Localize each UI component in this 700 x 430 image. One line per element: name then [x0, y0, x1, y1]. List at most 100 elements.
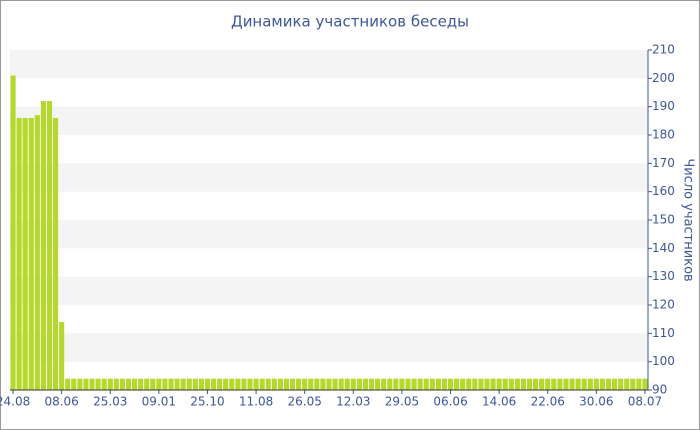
bar: [138, 378, 144, 390]
bar: [484, 378, 490, 390]
x-tick-label: 14.06: [482, 395, 516, 409]
bar: [320, 378, 326, 390]
bar: [302, 378, 308, 390]
y-tick-label: 90: [652, 383, 667, 397]
y-tick-label: 190: [652, 99, 675, 113]
bar: [642, 378, 648, 390]
bar: [381, 378, 387, 390]
bar: [551, 378, 557, 390]
bar: [496, 378, 502, 390]
bar: [125, 378, 132, 390]
bar: [259, 378, 265, 390]
y-tick-label: 200: [652, 71, 675, 85]
bar: [569, 378, 575, 390]
bar: [368, 378, 375, 390]
bar: [411, 378, 417, 390]
y-tick-label: 160: [652, 184, 675, 198]
bar: [405, 378, 411, 390]
y-tick-label: 180: [652, 128, 675, 142]
x-tick-label: 30.06: [579, 395, 613, 409]
bar: [472, 378, 478, 390]
bar: [508, 378, 514, 390]
bar: [217, 378, 223, 390]
bar: [46, 101, 53, 390]
bar: [59, 322, 65, 390]
bar: [283, 378, 290, 390]
bar: [581, 378, 587, 390]
bar: [350, 378, 356, 390]
grid-band: [10, 50, 648, 79]
bar: [399, 378, 405, 390]
bar: [28, 118, 34, 390]
bar: [454, 378, 460, 390]
bar: [526, 378, 533, 390]
bar: [71, 378, 77, 390]
bar: [289, 378, 296, 390]
bar: [40, 101, 46, 390]
bar: [119, 378, 125, 390]
bar: [34, 115, 40, 391]
bar: [162, 378, 168, 390]
bar: [101, 378, 107, 390]
bar: [375, 378, 381, 390]
bar: [636, 378, 642, 390]
bar: [533, 378, 539, 390]
bar: [180, 378, 186, 390]
bar: [539, 378, 545, 390]
grid-band: [10, 106, 648, 135]
y-tick-label: 210: [652, 43, 675, 57]
bar: [235, 378, 241, 390]
grid-band: [10, 163, 648, 192]
bar: [211, 378, 217, 390]
bar: [441, 378, 447, 390]
bar: [575, 378, 581, 390]
bar: [65, 378, 71, 390]
x-tick-label: 06.06: [433, 395, 467, 409]
bar: [587, 378, 593, 390]
bar: [460, 378, 466, 390]
grid-band: [10, 333, 648, 362]
bar: [490, 378, 496, 390]
bar: [192, 378, 198, 390]
bar: [624, 378, 630, 390]
bar: [417, 378, 423, 390]
x-tick-label: 24.08: [0, 395, 30, 409]
bar: [113, 378, 119, 390]
x-tick-label: 09.01: [142, 395, 176, 409]
x-tick-label: 25.10: [190, 395, 224, 409]
x-tick-label: 12.03: [336, 395, 370, 409]
bar: [466, 378, 472, 390]
bar: [605, 378, 612, 390]
bar: [393, 378, 399, 390]
y-axis-label: Число участников: [681, 158, 696, 281]
bar: [338, 378, 344, 390]
x-tick-label: 08.07: [628, 395, 662, 409]
grid-band: [10, 276, 648, 305]
bar: [174, 378, 180, 390]
x-tick-label: 25.03: [93, 395, 127, 409]
bar: [89, 378, 95, 390]
bar: [22, 118, 28, 390]
bar: [557, 378, 563, 390]
y-tick-label: 170: [652, 156, 675, 170]
bar: [95, 378, 101, 390]
bar: [229, 378, 235, 390]
bar: [253, 378, 259, 390]
y-tick-label: 120: [652, 298, 675, 312]
bar: [198, 378, 204, 390]
y-tick-label: 140: [652, 241, 675, 255]
y-tick-label: 150: [652, 213, 675, 227]
bar: [387, 378, 393, 390]
bar: [326, 378, 332, 390]
grid-band: [10, 220, 648, 249]
bar: [132, 378, 138, 390]
x-tick-label: 22.06: [531, 395, 565, 409]
bar: [168, 378, 174, 390]
bar: [502, 378, 508, 390]
y-tick-label: 100: [652, 354, 675, 368]
bar: [150, 378, 156, 390]
bar: [247, 378, 253, 390]
bar: [520, 378, 526, 390]
bar: [429, 378, 435, 390]
